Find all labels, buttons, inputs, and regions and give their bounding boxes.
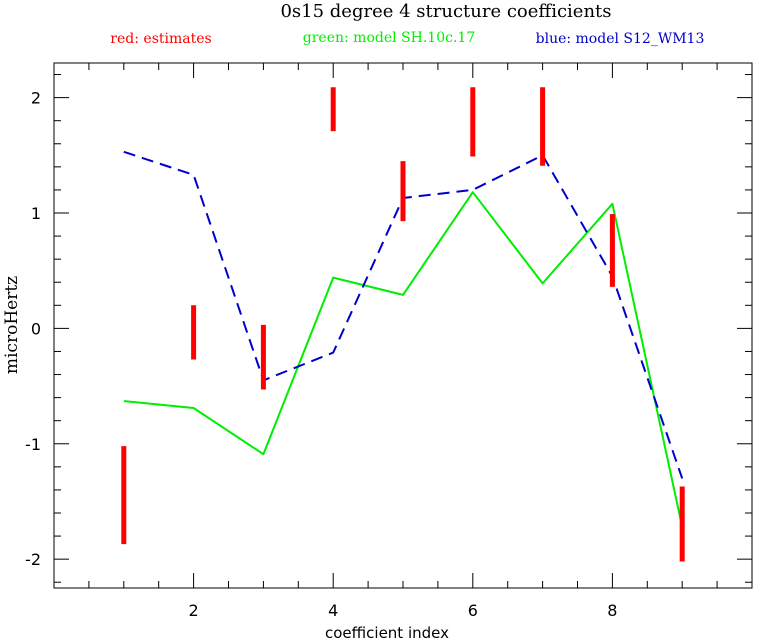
x-tick-labels: 2 4 6 8 [189, 601, 618, 620]
y-tick-label: 2 [31, 89, 41, 108]
x-tick-label: 2 [189, 601, 199, 620]
axis-ticks [54, 63, 752, 588]
model-sh10c17-line [123, 191, 684, 528]
legend-estimates: red: estimates [110, 31, 211, 47]
x-tick-label: 8 [607, 601, 617, 620]
x-axis-label: coefficient index [325, 624, 449, 641]
legend-model-sh10c17: green: model SH.10c.17 [303, 30, 475, 46]
y-tick-label: -1 [25, 435, 41, 454]
y-tick-label: 1 [31, 204, 41, 223]
x-tick-label: 4 [328, 601, 338, 620]
y-tick-labels: -2 -1 0 1 2 [25, 89, 41, 570]
y-tick-label: -2 [25, 550, 41, 569]
estimate-bars [121, 87, 685, 562]
chart-title: 0s15 degree 4 structure coefficients [280, 1, 611, 22]
legend-model-s12wm13: blue: model S12_WM13 [536, 31, 705, 47]
y-axis-label: microHertz [2, 276, 22, 374]
x-tick-label: 6 [468, 601, 478, 620]
y-tick-label: 0 [31, 319, 41, 338]
plot-frame [53, 62, 753, 589]
